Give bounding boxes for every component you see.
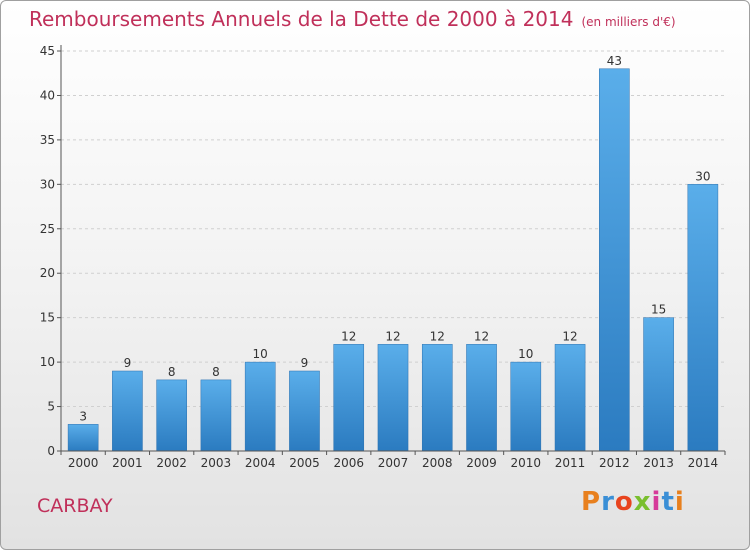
x-tick-label-2008: 2008 xyxy=(422,456,453,470)
x-tick-label-2013: 2013 xyxy=(643,456,674,470)
bar-2014 xyxy=(687,184,719,452)
chart-title: Remboursements Annuels de la Dette de 20… xyxy=(29,7,676,31)
bar-2010 xyxy=(510,361,542,452)
logo-letter: i xyxy=(651,487,662,517)
data-label-2004: 10 xyxy=(253,347,268,361)
bar-2003 xyxy=(200,379,232,452)
bar-2004 xyxy=(244,361,276,452)
x-tick-label-2009: 2009 xyxy=(466,456,497,470)
data-label-2013: 15 xyxy=(651,303,666,317)
logo-letter: o xyxy=(614,487,634,517)
data-label-2000: 3 xyxy=(79,409,87,423)
data-label-2002: 8 xyxy=(168,365,176,379)
y-tick-label: 45 xyxy=(40,44,55,58)
bars xyxy=(67,68,719,452)
x-tick-label-2012: 2012 xyxy=(599,456,630,470)
axes xyxy=(57,45,726,455)
chart-unit: (en milliers d'€) xyxy=(581,15,676,29)
data-label-2007: 12 xyxy=(385,329,400,343)
proxiti-logo: Proxiti xyxy=(581,487,685,517)
data-label-2011: 12 xyxy=(562,329,577,343)
y-tick-label: 20 xyxy=(40,266,55,280)
logo-letter: r xyxy=(601,487,615,517)
y-tick-label: 35 xyxy=(40,133,55,147)
bar-2008 xyxy=(421,344,453,452)
x-tick-label-2010: 2010 xyxy=(511,456,542,470)
bar-2006 xyxy=(333,344,365,452)
y-tick-label: 40 xyxy=(40,88,55,102)
bar-2011 xyxy=(554,344,586,452)
data-label-2005: 9 xyxy=(301,356,309,370)
bar-2013 xyxy=(643,317,674,452)
bar-2012 xyxy=(599,68,630,452)
x-tick-label-2005: 2005 xyxy=(289,456,320,470)
data-label-2001: 9 xyxy=(124,356,132,370)
y-tick-label: 5 xyxy=(47,400,55,414)
bar-2002 xyxy=(156,379,187,452)
logo-letter: P xyxy=(581,487,602,517)
data-label-2012: 43 xyxy=(607,54,622,68)
bar-2005 xyxy=(289,370,320,452)
data-label-2006: 12 xyxy=(341,329,356,343)
data-label-2003: 8 xyxy=(212,365,220,379)
bar-2009 xyxy=(466,344,497,452)
x-tick-label-2014: 2014 xyxy=(688,456,719,470)
x-tick-label-2004: 2004 xyxy=(245,456,276,470)
y-tick-label: 30 xyxy=(40,177,55,191)
y-tick-label: 25 xyxy=(40,222,55,236)
x-tick-label-2002: 2002 xyxy=(156,456,187,470)
logo-letter: t xyxy=(661,487,675,517)
bar-2007 xyxy=(377,344,409,452)
chart-title-text: Remboursements Annuels de la Dette de 20… xyxy=(29,7,574,31)
logo-letter: x xyxy=(633,487,652,517)
y-tick-label: 10 xyxy=(40,355,55,369)
y-tick-label: 15 xyxy=(40,311,55,325)
x-tick-label-2003: 2003 xyxy=(201,456,232,470)
data-label-2010: 10 xyxy=(518,347,533,361)
bar-2000 xyxy=(67,424,99,452)
x-tick-label-2001: 2001 xyxy=(112,456,143,470)
data-label-2009: 12 xyxy=(474,329,489,343)
place-name: CARBAY xyxy=(37,495,113,517)
x-tick-label-2011: 2011 xyxy=(555,456,586,470)
x-tick-label-2007: 2007 xyxy=(378,456,409,470)
data-label-2008: 12 xyxy=(430,329,445,343)
bar-2001 xyxy=(112,370,143,452)
x-tick-label-2006: 2006 xyxy=(333,456,364,470)
x-tick-label-2000: 2000 xyxy=(68,456,99,470)
y-tick-label: 0 xyxy=(47,444,55,458)
labels: 0 5 10 15 20 25 30 35 40 45 3 2000 9 2001 8 2002 8 2003 10… xyxy=(40,44,718,470)
logo-letter: i xyxy=(674,487,685,517)
data-label-2014: 30 xyxy=(695,169,710,183)
